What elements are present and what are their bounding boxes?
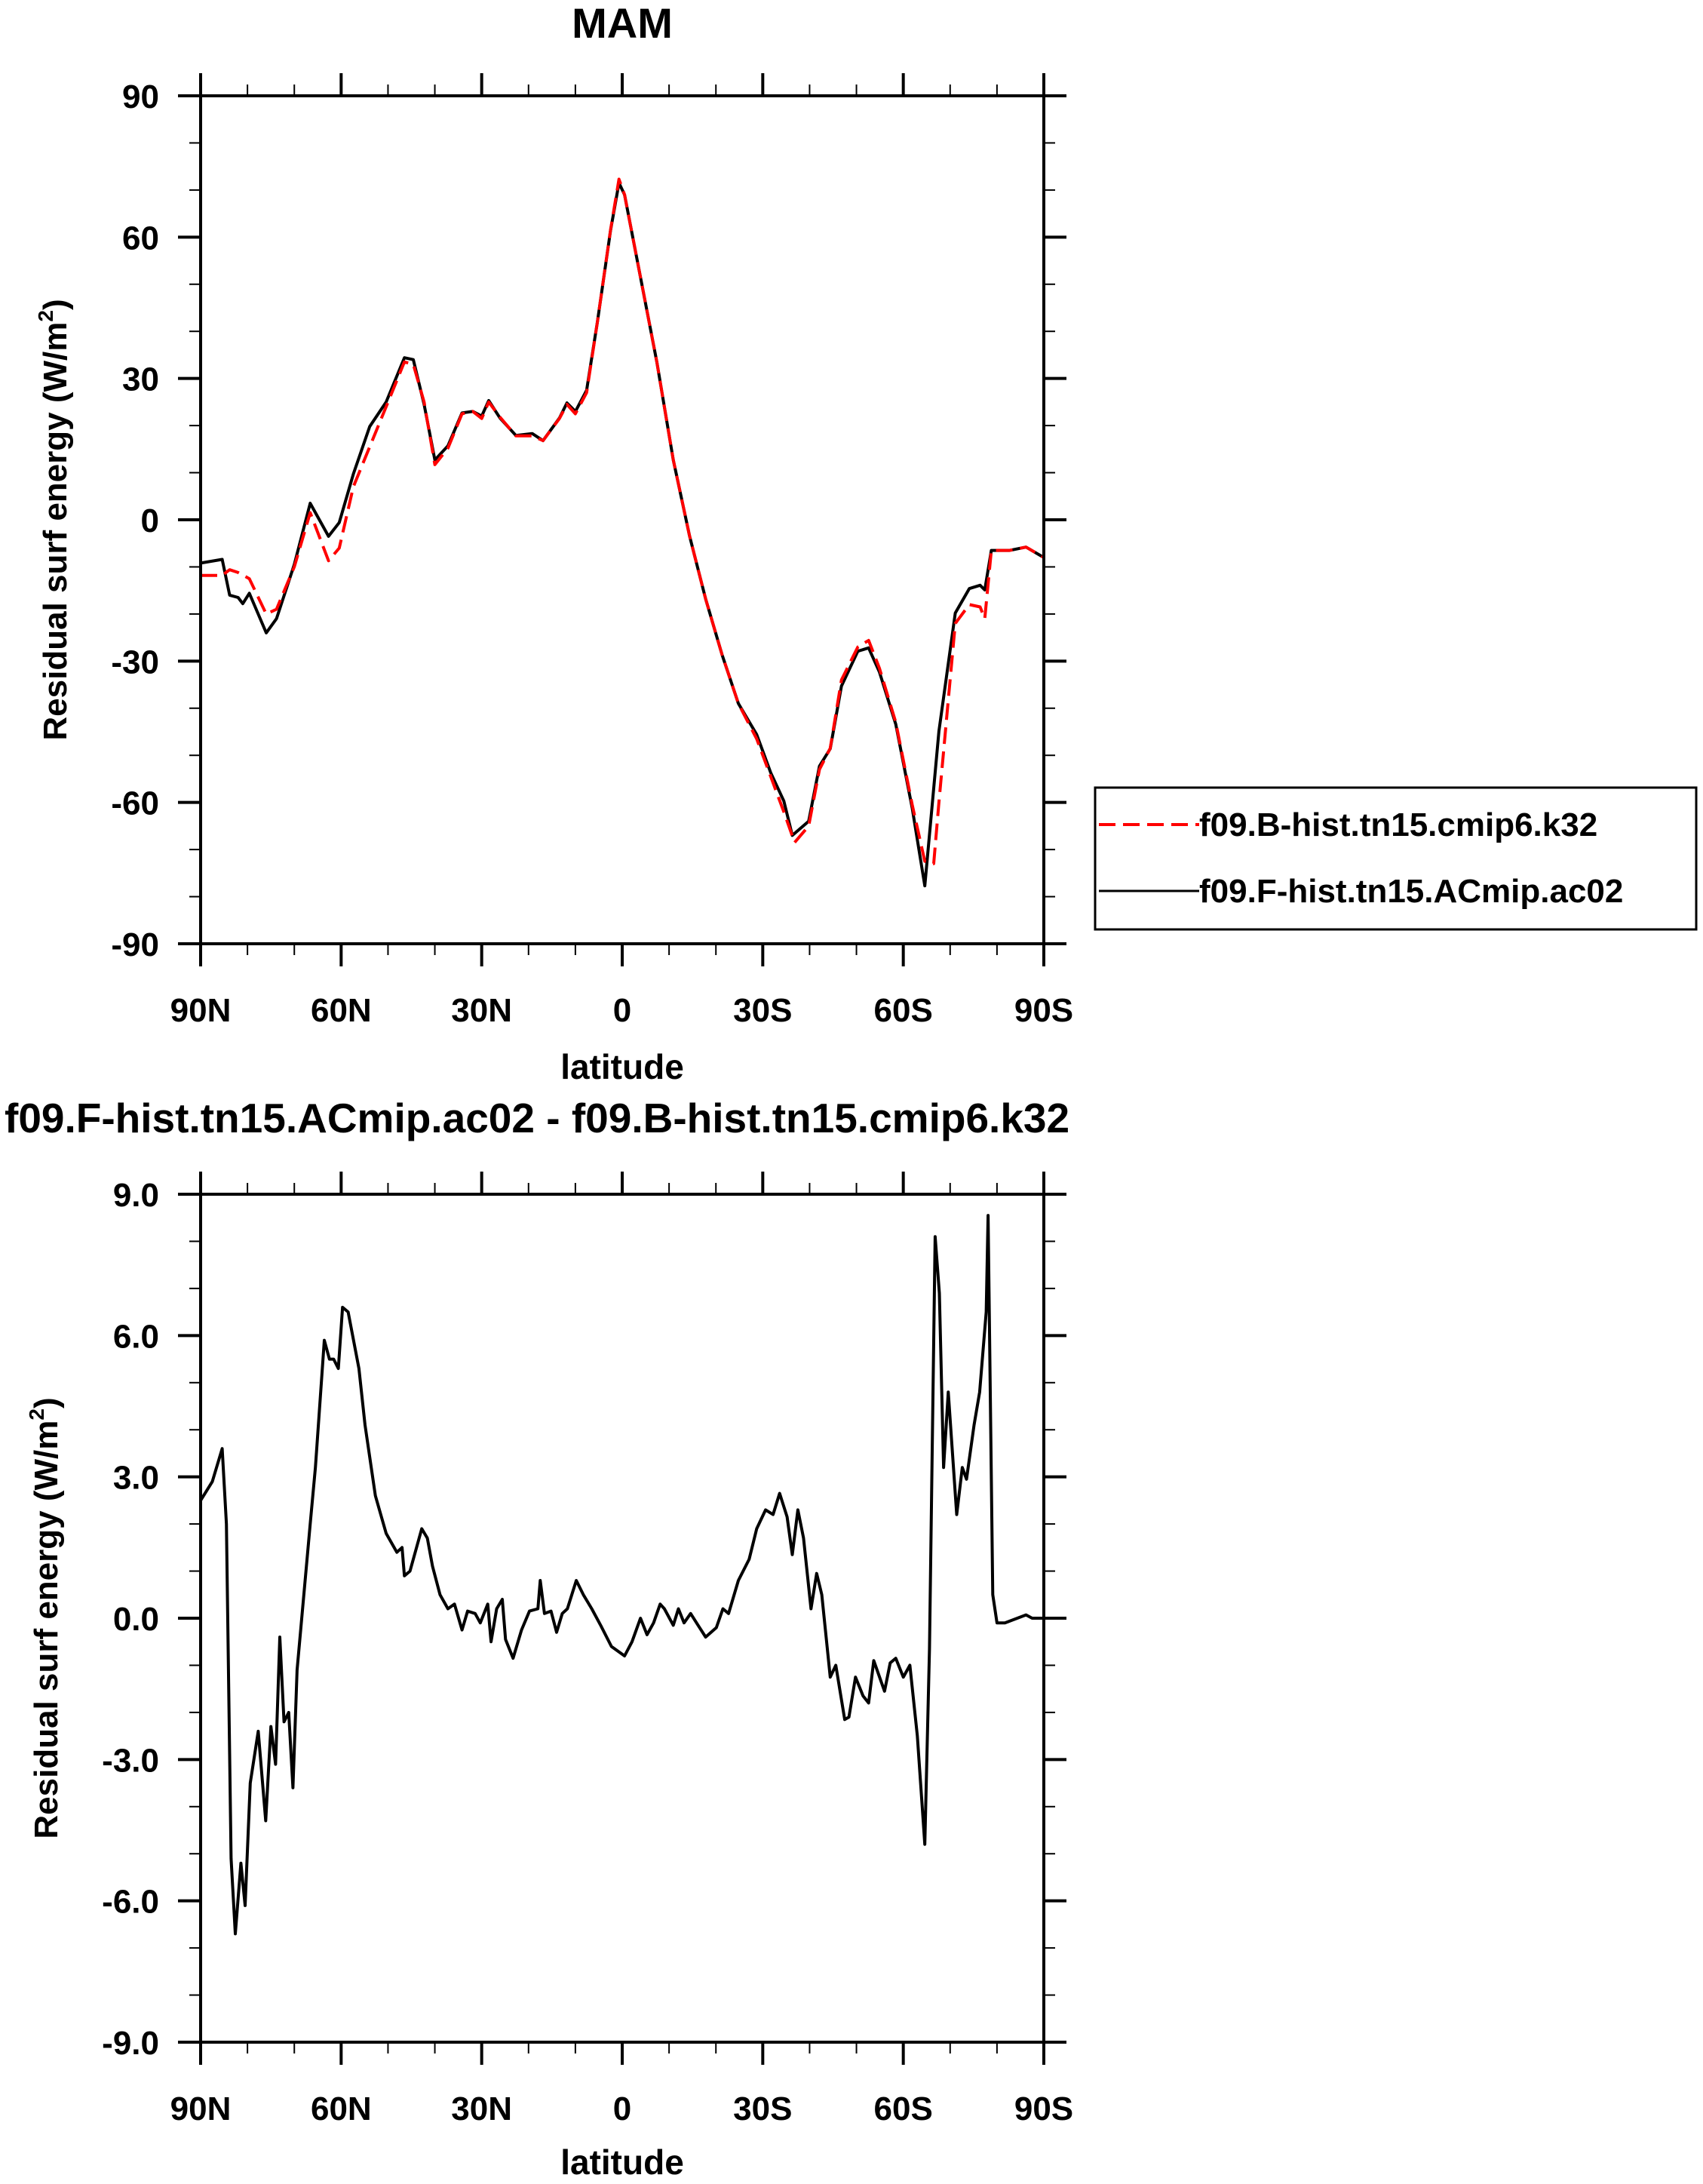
y-tick-label: 0 bbox=[141, 502, 159, 539]
x-tick-label: 60S bbox=[874, 2090, 933, 2127]
plot-lines bbox=[200, 177, 1045, 888]
x-tick-label: 0 bbox=[613, 2090, 631, 2127]
plot-frame bbox=[199, 1193, 1045, 2044]
y-axis-label-superscript: 2 bbox=[34, 310, 57, 322]
legend-box bbox=[1094, 786, 1698, 931]
top-panel-mam: MAM 90N 60N 30N 0 30S 60S 90S-90-60-300306090 … bbox=[34, 0, 1698, 1086]
x-axis-label: latitude bbox=[560, 2143, 684, 2182]
y-tick-label: 9.0 bbox=[113, 1177, 159, 1214]
x-tick-label: 0 bbox=[613, 992, 631, 1029]
x-tick-label: 90N bbox=[170, 992, 232, 1029]
x-tick-label: 60S bbox=[874, 992, 933, 1029]
x-tick-label: 60N bbox=[311, 2090, 372, 2127]
y-tick-label: 6.0 bbox=[113, 1318, 159, 1355]
y-tick-label: 0.0 bbox=[113, 1601, 159, 1638]
axis-ticks bbox=[178, 73, 1066, 966]
y-axis-label: Residual surf energy (W/m2) bbox=[25, 1397, 65, 1838]
y-tick-label: 90 bbox=[122, 78, 159, 115]
y-tick-label: -30 bbox=[111, 644, 159, 680]
y-axis-label-superscript: 2 bbox=[25, 1408, 48, 1421]
y-tick-label: -6.0 bbox=[102, 1884, 159, 1921]
y-tick-label: -60 bbox=[111, 785, 159, 822]
y-tick-label: 60 bbox=[122, 220, 159, 256]
y-axis-label-close: ) bbox=[28, 1397, 65, 1408]
axis-tick-labels: 90N 60N 30N 0 30S 60S 90S -9.0 -6.0 -3.0 0.0 3.0 6.0… bbox=[102, 1177, 1073, 2127]
x-tick-label: 90N bbox=[170, 2090, 232, 2127]
x-tick-label: 60N bbox=[311, 992, 372, 1029]
series-line-difference bbox=[199, 1214, 1044, 1936]
x-tick-label: 30N bbox=[451, 2090, 512, 2127]
y-axis-label-close: ) bbox=[37, 299, 74, 310]
axis-ticks bbox=[178, 1172, 1066, 2065]
y-tick-label: -3.0 bbox=[102, 1742, 159, 1779]
y-axis-label-main: Residual surf energy (W/m bbox=[28, 1421, 65, 1839]
bottom-panel-difference: f09.F-hist.tn15.ACmip.ac02 - f09.B-hist.… bbox=[5, 1095, 1073, 2182]
legend-label-f-hist: f09.F-hist.tn15.ACmip.ac02 bbox=[1199, 873, 1623, 910]
y-tick-label: -9.0 bbox=[102, 2025, 159, 2062]
plot-frame bbox=[199, 94, 1045, 945]
y-tick-label: 30 bbox=[122, 361, 159, 398]
chart-title: MAM bbox=[572, 0, 673, 47]
legend: f09.B-hist.tn15.cmip6.k32 f09.F-hist.tn1… bbox=[1094, 786, 1698, 931]
x-tick-label: 30S bbox=[733, 992, 792, 1029]
y-axis-label-main: Residual surf energy (W/m bbox=[37, 322, 74, 741]
y-tick-label: -90 bbox=[111, 926, 159, 963]
series-line-f09-b-hist-tn15-cmip6-k32 bbox=[201, 177, 1045, 865]
x-tick-label: 90S bbox=[1014, 992, 1073, 1029]
chart-title: f09.F-hist.tn15.ACmip.ac02 - f09.B-hist.… bbox=[5, 1095, 1069, 1141]
axis-tick-labels: 90N 60N 30N 0 30S 60S 90S -90 -60 -30 0 30 60 90 bbox=[111, 78, 1073, 1029]
x-axis-label: latitude bbox=[560, 1047, 684, 1086]
x-tick-label: 30N bbox=[451, 992, 512, 1029]
plot-lines bbox=[199, 1214, 1044, 1936]
x-tick-label: 90S bbox=[1014, 2090, 1073, 2127]
y-tick-label: 3.0 bbox=[113, 1460, 159, 1497]
x-tick-label: 30S bbox=[733, 2090, 792, 2127]
series-line-f09-f-hist-tn15-acmip-ac02 bbox=[200, 181, 1045, 888]
legend-label-b-hist: f09.B-hist.tn15.cmip6.k32 bbox=[1199, 806, 1597, 843]
y-axis-label: Residual surf energy (W/m2) bbox=[34, 299, 74, 740]
